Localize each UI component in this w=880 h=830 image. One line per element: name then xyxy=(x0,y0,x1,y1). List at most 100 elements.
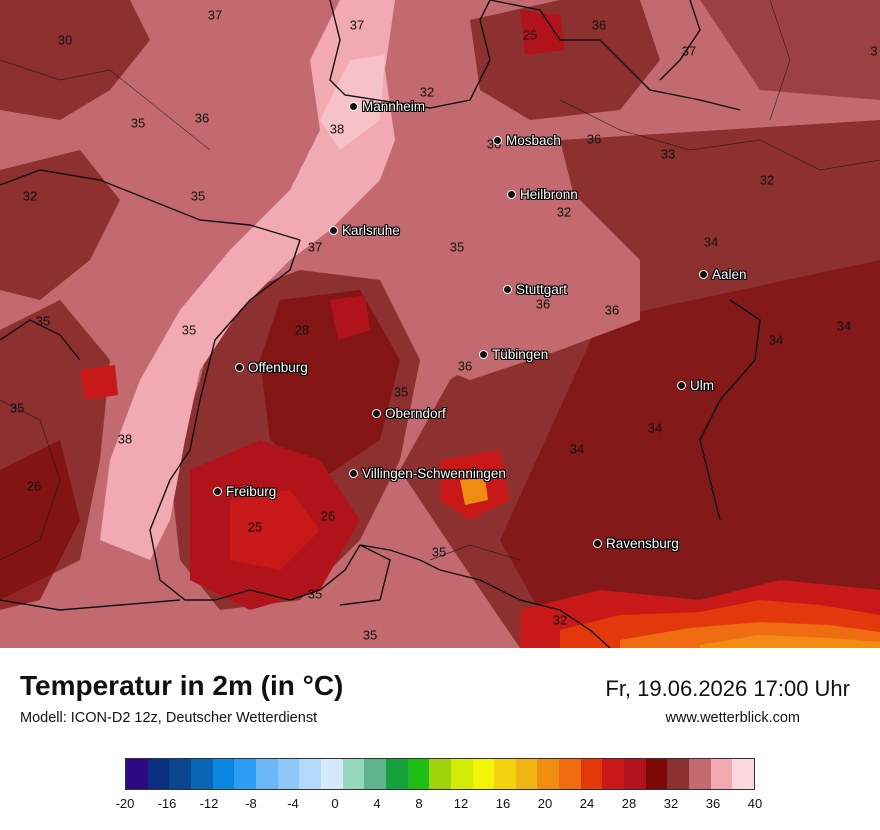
colorbar-segment xyxy=(710,759,733,789)
colorbar-segment xyxy=(190,759,213,789)
colorbar-segment xyxy=(732,759,755,789)
colorbar-tick-label: 36 xyxy=(705,796,721,811)
city-dot-icon xyxy=(213,487,222,496)
colorbar-segment xyxy=(602,759,625,789)
city-dot-icon xyxy=(329,226,338,235)
city-dot-icon xyxy=(349,102,358,111)
model-source: Modell: ICON-D2 12z, Deutscher Wetterdie… xyxy=(20,710,318,726)
temperature-label: 38 xyxy=(117,431,133,447)
city-dot-icon xyxy=(372,409,381,418)
colorbar-segment xyxy=(147,759,170,789)
temperature-label: 37 xyxy=(349,17,365,33)
colorbar-tick-label: 32 xyxy=(663,796,679,811)
colorbar-segment xyxy=(255,759,278,789)
temperature-label: 36 xyxy=(535,296,551,312)
temperature-label: 34 xyxy=(768,332,784,348)
city-marker: Ravensburg xyxy=(593,536,679,551)
colorbar-tick-label: 24 xyxy=(579,796,595,811)
colorbar-segment xyxy=(494,759,516,789)
colorbar-tick-label: -20 xyxy=(115,796,135,811)
colorbar-segment xyxy=(212,759,235,789)
temperature-label: 34 xyxy=(647,420,663,436)
colorbar-tick-label: 40 xyxy=(747,796,763,811)
temperature-label: 37 xyxy=(681,43,697,59)
colorbar-segment xyxy=(299,759,321,789)
temperature-label: 37 xyxy=(307,239,323,255)
temperature-label: 32 xyxy=(22,188,38,204)
colorbar-segment xyxy=(689,759,711,789)
city-label: Ulm xyxy=(690,378,714,393)
colorbar-tick-label: 4 xyxy=(373,796,381,811)
colorbar-tick-label: -12 xyxy=(199,796,219,811)
city-label: Heilbronn xyxy=(520,187,578,202)
colorbar-segment xyxy=(234,759,256,789)
temperature-label: 35 xyxy=(190,188,206,204)
colorbar-segment xyxy=(320,759,343,789)
colorbar-segment xyxy=(169,759,191,789)
temperature-label: 32 xyxy=(552,612,568,628)
colorbar-tick-label: 20 xyxy=(537,796,553,811)
temperature-label: 36 xyxy=(586,131,602,147)
temperature-label: 35 xyxy=(449,239,465,255)
city-marker: Heilbronn xyxy=(507,187,578,202)
colorbar-tick-label: -16 xyxy=(157,796,177,811)
temperature-label: 36 xyxy=(457,358,473,374)
colorbar-segment xyxy=(624,759,646,789)
city-marker: Oberndorf xyxy=(372,406,446,421)
city-label: Freiburg xyxy=(226,484,277,499)
city-dot-icon xyxy=(507,190,516,199)
map-footer: Temperatur in 2m (in °C) Modell: ICON-D2… xyxy=(0,648,880,830)
temperature-label: 36 xyxy=(591,17,607,33)
temperature-label: 36 xyxy=(194,110,210,126)
colorbar-segment xyxy=(580,759,603,789)
colorbar-segment xyxy=(559,759,581,789)
city-dot-icon xyxy=(349,469,358,478)
temperature-label: 32 xyxy=(759,172,775,188)
temperature-label: 25 xyxy=(522,27,538,43)
city-label: Stuttgart xyxy=(516,282,568,297)
city-dot-icon xyxy=(479,350,488,359)
city-dot-icon xyxy=(593,539,602,548)
colorbar-tick-label: -4 xyxy=(287,796,299,811)
colorbar-segment xyxy=(450,759,473,789)
colorbar-segment xyxy=(277,759,300,789)
temperature-label: 26 xyxy=(320,508,336,524)
city-label: Aalen xyxy=(712,267,747,282)
temperature-label: 35 xyxy=(431,544,447,560)
city-dot-icon xyxy=(493,136,502,145)
website-link[interactable]: www.wetterblick.com xyxy=(665,710,800,726)
temperature-label: 35 xyxy=(362,627,378,643)
city-dot-icon xyxy=(699,270,708,279)
colorbar-tick-label: 12 xyxy=(453,796,469,811)
temperature-label: 35 xyxy=(130,115,146,131)
city-marker: Ulm xyxy=(677,378,714,393)
city-label: Mosbach xyxy=(506,133,561,148)
city-marker: Villingen-Schwenningen xyxy=(349,466,506,481)
temperature-label: 33 xyxy=(660,146,676,162)
city-marker: Freiburg xyxy=(213,484,276,499)
temperature-label: 35 xyxy=(9,400,25,416)
temperature-label: 38 xyxy=(329,121,345,137)
colorbar-tick-label: 8 xyxy=(415,796,423,811)
colorbar-segment xyxy=(364,759,386,789)
forecast-datetime: Fr, 19.06.2026 17:00 Uhr xyxy=(605,676,850,701)
temperature-colorbar xyxy=(125,758,755,790)
city-marker: Aalen xyxy=(699,267,747,282)
city-label: Ravensburg xyxy=(606,536,679,551)
city-marker: Karlsruhe xyxy=(329,223,400,238)
temperature-label: 35 xyxy=(35,313,51,329)
colorbar-segment xyxy=(667,759,690,789)
colorbar-segment xyxy=(537,759,560,789)
colorbar-tick-label: -8 xyxy=(245,796,257,811)
temperature-label: 32 xyxy=(556,204,572,220)
city-marker: Mosbach xyxy=(493,133,561,148)
colorbar-segment xyxy=(126,759,148,789)
colorbar-segment xyxy=(515,759,538,789)
colorbar-tick-label: 0 xyxy=(331,796,339,811)
city-dot-icon xyxy=(503,285,512,294)
city-marker: Offenburg xyxy=(235,360,308,375)
map-title: Temperatur in 2m (in °C) xyxy=(20,670,344,701)
temperature-label: 34 xyxy=(703,234,719,250)
city-marker: Tübingen xyxy=(479,347,548,362)
temperature-label: 28 xyxy=(294,322,310,338)
